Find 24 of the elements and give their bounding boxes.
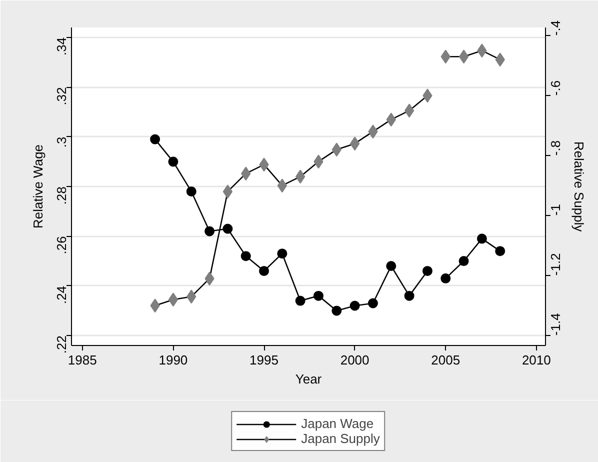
x-tick-label: 2005 (431, 352, 460, 368)
y2-tick-label: -.8 (548, 140, 563, 156)
y2-tick-label: -1.4 (548, 313, 563, 336)
y-tick-label: .32 (54, 87, 69, 106)
x-tick-label: 1990 (158, 352, 188, 368)
x-tick-label: 1995 (250, 352, 278, 368)
legend-label: Japan Wage (301, 416, 374, 431)
y-tick-label: .34 (54, 37, 69, 56)
y-tick-label: .3 (54, 136, 69, 148)
y2-tick-label: -.4 (548, 20, 563, 36)
y-axis-title: Relative Wage (30, 144, 46, 229)
y-tick-label: .22 (54, 336, 69, 354)
y2-tick-label: -.6 (548, 80, 563, 96)
x-tick-label: 2010 (522, 352, 551, 368)
y-tick-label: .28 (54, 186, 69, 205)
y2-axis-title: Relative Supply (572, 141, 586, 232)
legend-label: Japan Supply (301, 431, 380, 446)
x-tick-label: 1985 (68, 352, 97, 368)
y2-tick-label: -1.2 (548, 253, 563, 276)
x-tick-label: 2000 (340, 352, 370, 368)
y2-tick-label: -1 (548, 204, 563, 216)
y-tick-label: .24 (54, 286, 69, 304)
y-tick-label: .26 (54, 236, 69, 254)
x-axis-title: Year (295, 372, 322, 386)
